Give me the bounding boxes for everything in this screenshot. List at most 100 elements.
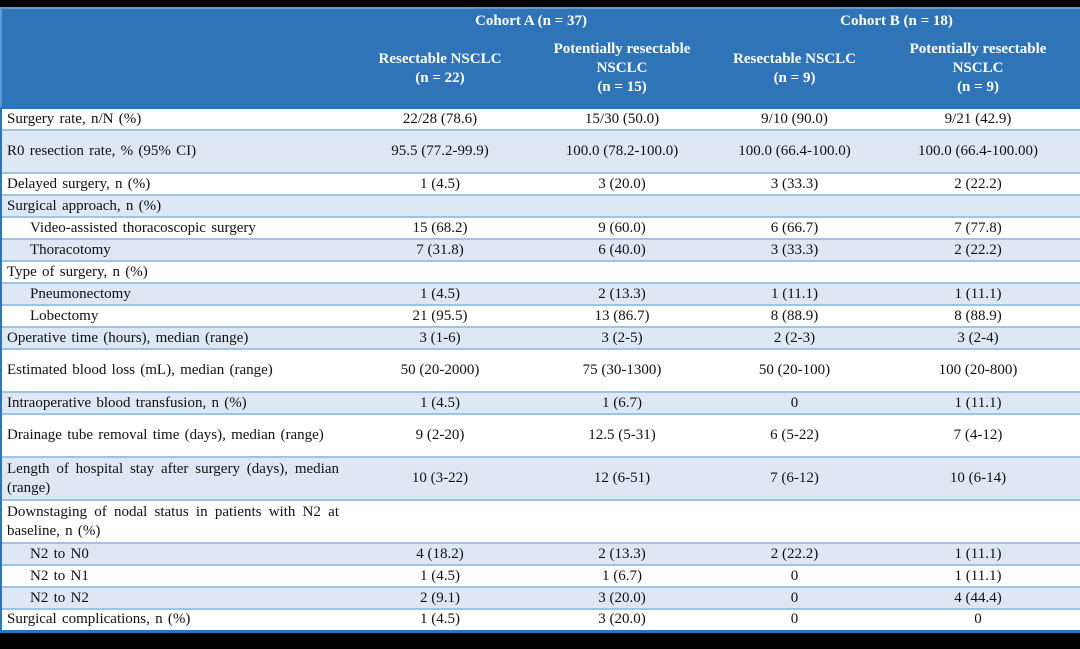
column-header-name: Resectable NSCLC <box>378 50 502 67</box>
cell-value: 21 (95.5) <box>412 307 468 324</box>
cell-value: 0 <box>713 609 877 633</box>
cell-value <box>531 195 714 217</box>
cell-value: 3 (1-6) <box>349 327 531 349</box>
row-label: Surgical complications, n (%) <box>0 609 349 633</box>
cell-value: 2 (2-3) <box>713 327 877 349</box>
cohort-header-row: Cohort A (n = 37) Cohort B (n = 18) <box>0 7 1080 30</box>
cell-value: 2 (22.2) <box>876 173 1080 195</box>
row-label: N2 to N2 <box>0 587 349 609</box>
cell-value: 13 (86.7) <box>594 307 650 324</box>
table-row: Surgery rate, n/N (%) 22/28 (78.6) 15/30 (… <box>0 108 1080 130</box>
cell-value: 100.0 (66.4-100.00) <box>876 130 1080 173</box>
cell-value: 1 (11.1) <box>876 283 1080 305</box>
cell-value: 95.5 (77.2-99.9) <box>349 130 531 173</box>
table-row: N2 to N1 1 (4.5) 1 (6.7) 0 1 (11.1) <box>0 565 1080 587</box>
row-label: Pneumonectomy <box>0 283 349 305</box>
cell-value: 75 (30-1300) <box>582 362 662 378</box>
cell-value: 2 (22.2) <box>713 543 877 565</box>
cell-value: 22/28 (78.6) <box>402 110 478 127</box>
cell-value: 1 (11.1) <box>876 543 1080 565</box>
header-stub-cell <box>0 30 349 109</box>
row-label: Surgical approach, n (%) <box>0 195 349 217</box>
cell-value: 3 (33.3) <box>770 175 819 192</box>
table-row: R0 resection rate, % (95% CI) 95.5 (77.2-… <box>0 130 1080 173</box>
table-row: Length of hospital stay after surgery (d… <box>0 457 1080 500</box>
column-header-name: Potentially resectable NSCLC <box>909 41 1047 76</box>
cell-value: 9/21 (42.9) <box>876 108 1080 130</box>
cell-value <box>713 195 877 217</box>
table-row: Type of surgery, n (%) <box>0 261 1080 283</box>
cell-value: 3 (20.0) <box>598 175 646 192</box>
column-header-n: (n = 15) <box>597 79 647 95</box>
table-row: Thoracotomy 7 (31.8) 6 (40.0) 3 (33.3) 2 (22… <box>0 239 1080 261</box>
row-label: Thoracotomy <box>0 239 349 261</box>
row-label: Type of surgery, n (%) <box>0 261 349 283</box>
table-row: Lobectomy 21 (95.5) 13 (86.7) 8 (88.9) 8 (88… <box>0 305 1080 327</box>
surgery-outcomes-table: Cohort A (n = 37) Cohort B (n = 18) Rese… <box>0 7 1080 633</box>
cell-value: 0 <box>876 609 1080 633</box>
column-header-n: (n = 9) <box>957 79 999 95</box>
row-label: Length of hospital stay after surgery (d… <box>0 457 349 500</box>
cell-value: 7 (4-12) <box>876 414 1080 457</box>
cell-value: 2 (22.2) <box>876 239 1080 261</box>
cell-value: 1 (11.1) <box>713 283 877 305</box>
cell-value: 50 (20-2000) <box>400 362 480 378</box>
table-row: Pneumonectomy 1 (4.5) 2 (13.3) 1 (11.1) 1 (1… <box>0 283 1080 305</box>
cell-value: 2 (13.3) <box>531 543 714 565</box>
cell-value <box>876 261 1080 283</box>
cell-value: 4 (18.2) <box>349 543 531 565</box>
cell-value: 3 (2-4) <box>876 327 1080 349</box>
row-label: Downstaging of nodal status in patients … <box>0 500 349 543</box>
cell-value: 1 (11.1) <box>876 392 1080 414</box>
cell-value <box>531 261 713 283</box>
cohort-a-header: Cohort A (n = 37) <box>349 7 714 30</box>
column-header-name: Resectable NSCLC <box>733 50 856 67</box>
cell-value: 1 (6.7) <box>531 392 714 414</box>
table-row: N2 to N0 4 (18.2) 2 (13.3) 2 (22.2) 1 (11.1) <box>0 543 1080 565</box>
row-label: Video-assisted thoracoscopic surgery <box>0 217 349 239</box>
cell-value: 0 <box>713 587 877 609</box>
cell-value <box>876 195 1080 217</box>
cell-value: 10 (6-14) <box>876 457 1080 500</box>
cell-value: 1 (6.7) <box>602 567 642 584</box>
row-label: N2 to N1 <box>0 565 349 587</box>
table-row: Estimated blood loss (mL), median (range… <box>0 349 1080 392</box>
cohort-b-header: Cohort B (n = 18) <box>713 7 1080 30</box>
row-label: R0 resection rate, % (95% CI) <box>0 130 349 173</box>
cell-value: 15/30 (50.0) <box>584 110 660 127</box>
row-label: Operative time (hours), median (range) <box>0 327 349 349</box>
row-label: Drainage tube removal time (days), media… <box>0 414 349 457</box>
cell-value <box>876 500 1080 543</box>
cell-value: 12 (6-51) <box>531 457 714 500</box>
cell-value: 2 (13.3) <box>531 283 714 305</box>
column-header-name: Potentially resectable NSCLC <box>553 41 691 76</box>
table-header: Cohort A (n = 37) Cohort B (n = 18) Rese… <box>0 7 1080 109</box>
column-header-n: (n = 9) <box>773 69 816 86</box>
cell-value: 1 (4.5) <box>349 283 531 305</box>
top-black-bar <box>0 0 1080 7</box>
table-row: N2 to N2 2 (9.1) 3 (20.0) 0 4 (44.4) <box>0 587 1080 609</box>
cell-value: 9/10 (90.0) <box>761 110 828 127</box>
cell-value: 100.0 (78.2-100.0) <box>531 130 714 173</box>
cell-value: 50 (20-100) <box>758 362 831 378</box>
row-label: Delayed surgery, n (%) <box>0 173 349 195</box>
cell-value <box>713 500 876 543</box>
cell-value: 1 (4.5) <box>349 392 531 414</box>
cell-value: 6 (66.7) <box>770 219 819 236</box>
table-row: Video-assisted thoracoscopic surgery 15 (… <box>0 217 1080 239</box>
subheader-row: Resectable NSCLC (n = 22) Potentially rese… <box>0 30 1080 109</box>
cell-value: 3 (20.0) <box>531 587 714 609</box>
cell-value: 6 (40.0) <box>531 239 714 261</box>
column-header-n: (n = 22) <box>415 69 465 86</box>
row-label: Intraoperative blood transfusion, n (%) <box>0 392 349 414</box>
cell-value: 9 (2-20) <box>415 427 465 443</box>
cell-value: 7 (31.8) <box>349 239 531 261</box>
cell-value: 1 (4.5) <box>349 609 531 633</box>
table-body: Surgery rate, n/N (%) 22/28 (78.6) 15/30 (… <box>0 108 1080 633</box>
row-label: N2 to N0 <box>0 543 349 565</box>
cell-value: 1 (4.5) <box>420 175 460 192</box>
table-row: Downstaging of nodal status in patients … <box>0 500 1080 543</box>
table-row: Delayed surgery, n (%) 1 (4.5) 3 (20.0) 3 (… <box>0 173 1080 195</box>
table-row: Surgical complications, n (%) 1 (4.5) 3 (2… <box>0 609 1080 633</box>
